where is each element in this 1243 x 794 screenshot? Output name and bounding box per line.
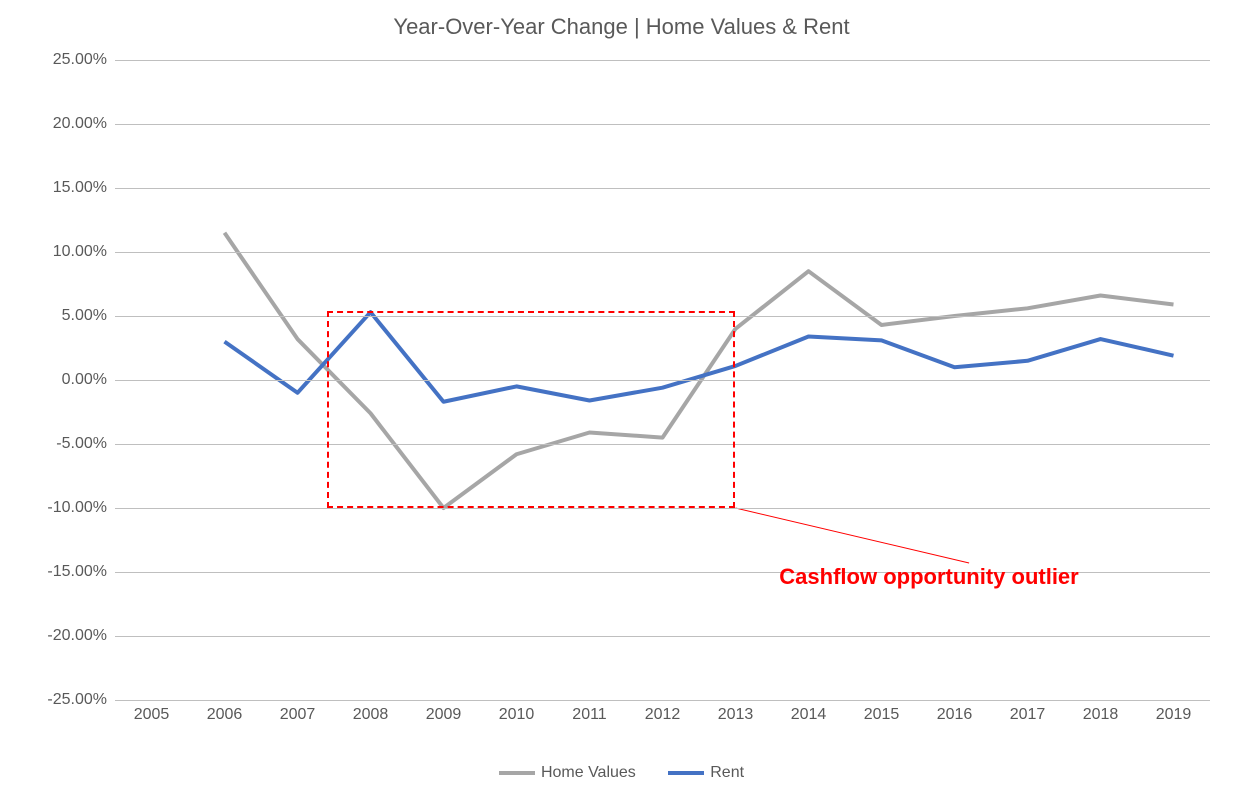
legend-swatch-home-values [499,771,535,775]
chart-container: Year-Over-Year Change | Home Values & Re… [0,0,1243,794]
legend: Home Values Rent [0,762,1243,782]
legend-item-rent: Rent [668,764,744,782]
legend-item-home-values: Home Values [499,764,636,782]
gridline [115,316,1210,317]
ytick-label: -15.00% [47,563,107,581]
xtick-label: 2009 [426,706,462,724]
ytick-label: -10.00% [47,499,107,517]
gridline [115,636,1210,637]
plot-area [115,60,1210,700]
xtick-label: 2018 [1083,706,1119,724]
xtick-label: 2014 [791,706,827,724]
xtick-label: 2012 [645,706,681,724]
xtick-label: 2013 [718,706,754,724]
xtick-label: 2016 [937,706,973,724]
gridline [115,444,1210,445]
series-line-home-values [225,233,1174,508]
gridline [115,700,1210,701]
gridline [115,508,1210,509]
ytick-label: -5.00% [56,435,107,453]
xtick-label: 2006 [207,706,243,724]
legend-label-home-values: Home Values [541,764,636,782]
ytick-label: 15.00% [53,179,107,197]
ytick-label: 0.00% [62,371,107,389]
ytick-label: 10.00% [53,243,107,261]
xtick-label: 2011 [572,706,606,724]
ytick-label: -20.00% [47,627,107,645]
gridline [115,124,1210,125]
ytick-label: 20.00% [53,115,107,133]
annotation-text: Cashflow opportunity outlier [779,564,1078,590]
ytick-label: -25.00% [47,691,107,709]
xtick-label: 2017 [1010,706,1046,724]
xtick-label: 2019 [1156,706,1192,724]
chart-title: Year-Over-Year Change | Home Values & Re… [0,14,1243,40]
ytick-label: 5.00% [62,307,107,325]
legend-label-rent: Rent [710,764,744,782]
gridline [115,380,1210,381]
legend-swatch-rent [668,771,704,775]
xtick-label: 2010 [499,706,535,724]
xtick-label: 2005 [134,706,170,724]
gridline [115,252,1210,253]
gridline [115,60,1210,61]
xtick-label: 2015 [864,706,900,724]
xtick-label: 2008 [353,706,389,724]
gridline [115,188,1210,189]
series-line-rent [225,312,1174,402]
ytick-label: 25.00% [53,51,107,69]
xtick-label: 2007 [280,706,316,724]
